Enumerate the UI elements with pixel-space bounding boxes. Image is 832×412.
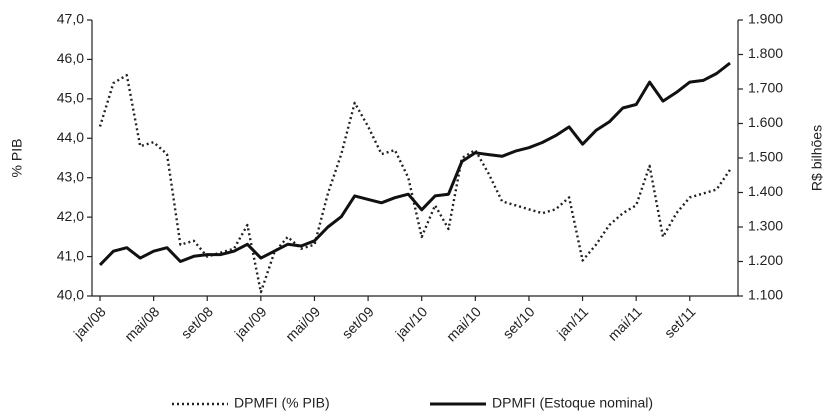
legend-label: DPMFI (Estoque nominal) (492, 395, 653, 411)
x-tick-label: jan/11 (553, 303, 591, 341)
x-tick-label: set/11 (661, 303, 699, 341)
x-tick-label: mai/08 (121, 303, 162, 344)
y-axis-label: % PIB (9, 139, 25, 178)
legend-label: DPMFI (% PIB) (234, 395, 330, 411)
x-tick-label: mai/10 (443, 303, 484, 344)
x-tick-label: jan/10 (391, 303, 430, 342)
y2-tick-label: 1.100 (748, 287, 783, 303)
y2-tick-label: 1.900 (748, 11, 783, 27)
y-tick-label: 43,0 (57, 168, 84, 184)
y2-tick-label: 1.700 (748, 80, 783, 96)
series-line (98, 74, 731, 294)
x-tick-label: jan/09 (231, 303, 270, 342)
y2-tick-label: 1.200 (748, 252, 783, 268)
y2-tick-label: 1.300 (748, 218, 783, 234)
x-tick-label: mai/09 (282, 303, 323, 344)
y-tick-label: 47,0 (57, 11, 84, 27)
x-tick-label: mai/11 (605, 303, 645, 343)
y-tick-label: 41,0 (57, 247, 84, 263)
y2-tick-label: 1.600 (748, 114, 783, 130)
x-tick-label: set/08 (178, 303, 216, 341)
series-line (98, 61, 731, 266)
y-tick-label: 42,0 (57, 208, 84, 224)
y-tick-label: 40,0 (57, 287, 84, 303)
y2-axis-label: R$ bilhões (809, 125, 825, 191)
y-tick-label: 44,0 (57, 129, 84, 145)
x-tick-label: set/09 (339, 303, 377, 341)
y-tick-label: 45,0 (57, 90, 84, 106)
x-tick-label: set/10 (499, 303, 537, 341)
y2-tick-label: 1.800 (748, 45, 783, 61)
y-tick-label: 46,0 (57, 50, 84, 66)
x-tick-label: jan/08 (70, 303, 109, 342)
y2-tick-label: 1.400 (748, 183, 783, 199)
y2-tick-label: 1.500 (748, 149, 783, 165)
